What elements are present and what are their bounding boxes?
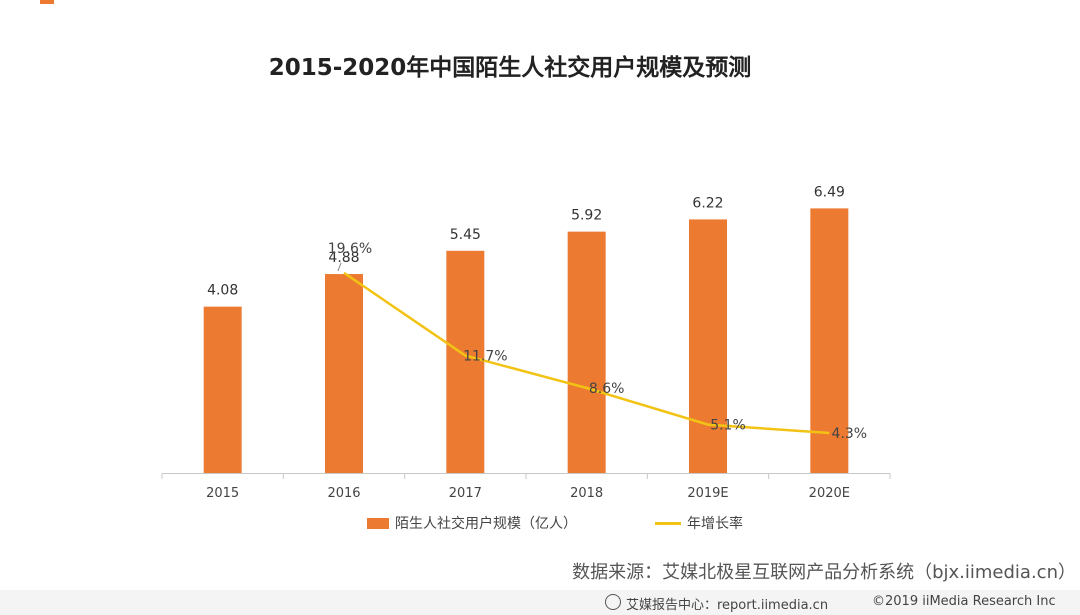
bar-2019E	[689, 219, 727, 473]
legend-label-users: 陌生人社交用户规模（亿人）	[395, 516, 577, 532]
bar-label-2017: 5.45	[450, 227, 481, 243]
bar-2016	[325, 274, 363, 473]
growth-label-2017: 11.7%	[463, 349, 507, 365]
bar-label-2020E: 6.49	[814, 184, 845, 200]
footer-copyright: ©2019 iiMedia Research Inc	[872, 594, 1056, 609]
globe-icon	[605, 594, 621, 610]
legend-swatch-line	[655, 521, 681, 525]
growth-label-2016: 19.6%	[328, 241, 372, 257]
legend-swatch-bar	[367, 517, 389, 529]
growth-label-leader	[337, 262, 342, 272]
chart-title: 2015-2020年中国陌生人社交用户规模及预测	[268, 55, 752, 81]
growth-label-2020E: 4.3%	[832, 426, 868, 442]
x-tick-label-2017: 2017	[449, 486, 482, 501]
x-tick-label-2015: 2015	[206, 486, 239, 501]
bar-label-2015: 4.08	[207, 283, 238, 299]
x-tick-label-2019E: 2019E	[687, 486, 728, 501]
bar-label-2016: 4.88	[328, 250, 359, 266]
x-tick-label-2016: 2016	[327, 486, 360, 501]
chart-legend: 陌生人社交用户规模（亿人） 年增长率	[0, 513, 1080, 537]
legend-item-growth: 年增长率	[655, 513, 743, 533]
bar-label-2019E: 6.22	[692, 195, 723, 211]
legend-label-growth: 年增长率	[687, 516, 743, 532]
bar-2017	[446, 250, 485, 473]
bar-2018	[567, 231, 606, 473]
footer-bar: 艾媒报告中心：report.iimedia.cn ©2019 iiMedia R…	[0, 590, 1080, 615]
growth-label-2018: 8.6%	[589, 381, 625, 397]
brand-corner-mark	[40, 0, 54, 4]
data-source: 数据来源：艾媒北极星互联网产品分析系统（bjx.iimedia.cn）	[572, 562, 1076, 583]
bar-2015	[203, 306, 242, 473]
x-tick-label-2018: 2018	[570, 486, 603, 501]
growth-rate-line	[343, 271, 830, 435]
bar-2020E	[810, 208, 849, 473]
growth-label-2019E: 5.1%	[710, 418, 746, 434]
legend-item-users: 陌生人社交用户规模（亿人）	[367, 513, 577, 533]
footer-report-center: 艾媒报告中心：report.iimedia.cn	[626, 598, 829, 613]
bar-label-2018: 5.92	[571, 208, 602, 224]
x-tick-label-2020E: 2020E	[809, 486, 850, 501]
